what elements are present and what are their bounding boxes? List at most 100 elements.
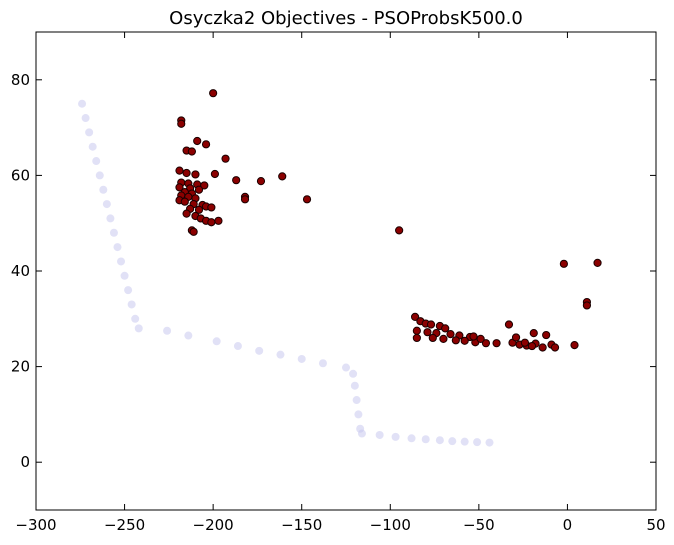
solution-point bbox=[180, 197, 189, 206]
solution-point bbox=[511, 333, 521, 342]
front-point bbox=[95, 171, 104, 180]
front-point bbox=[92, 157, 101, 166]
solution-point bbox=[428, 333, 437, 343]
front-point bbox=[435, 436, 444, 445]
front-point bbox=[375, 430, 384, 439]
front-point bbox=[276, 350, 285, 359]
solution-point bbox=[527, 341, 537, 351]
y-tick-label: 20 bbox=[11, 358, 30, 376]
x-tick-label: −300 bbox=[15, 516, 56, 534]
solution-point bbox=[426, 320, 436, 329]
solution-point bbox=[194, 185, 204, 194]
solution-point bbox=[460, 336, 469, 345]
x-tick-label: −100 bbox=[370, 516, 411, 534]
solution-point bbox=[550, 343, 560, 352]
solution-point bbox=[538, 343, 547, 352]
front-point bbox=[357, 429, 366, 438]
front-point bbox=[297, 354, 306, 363]
front-point bbox=[407, 434, 416, 443]
solutions-layer bbox=[175, 89, 602, 352]
solution-point bbox=[441, 324, 450, 333]
solution-point bbox=[529, 329, 538, 338]
solution-point bbox=[582, 301, 592, 310]
solution-point bbox=[191, 170, 200, 179]
front-point bbox=[485, 438, 494, 447]
front-point bbox=[124, 286, 133, 295]
solution-point bbox=[410, 312, 420, 321]
solution-point bbox=[570, 340, 579, 350]
solution-point bbox=[175, 183, 184, 192]
front-point bbox=[421, 435, 430, 444]
front-point bbox=[102, 200, 111, 209]
front-point bbox=[85, 128, 94, 137]
front-point bbox=[88, 142, 97, 151]
x-tick-label: −250 bbox=[104, 516, 145, 534]
solution-point bbox=[256, 177, 266, 186]
front-point bbox=[131, 314, 140, 323]
solution-point bbox=[520, 338, 530, 347]
x-tick-label: −200 bbox=[193, 516, 234, 534]
front-point bbox=[117, 257, 126, 266]
x-axis: −300 −250 −200 −150 −100 −50 0 50 bbox=[15, 32, 666, 534]
front-point bbox=[352, 396, 361, 405]
solution-point bbox=[446, 329, 455, 339]
front-point bbox=[350, 381, 359, 390]
front-point bbox=[106, 214, 115, 223]
solution-point bbox=[200, 181, 209, 190]
solution-point bbox=[177, 119, 186, 128]
y-tick-label: 60 bbox=[11, 166, 30, 184]
front-point bbox=[255, 346, 264, 355]
solution-point bbox=[240, 195, 250, 204]
front-point bbox=[473, 438, 482, 447]
solution-point bbox=[504, 320, 514, 329]
solution-point bbox=[232, 176, 241, 185]
x-tick-label: −50 bbox=[463, 516, 495, 534]
solution-point bbox=[423, 328, 432, 337]
y-tick-label: 80 bbox=[11, 71, 30, 89]
front-point bbox=[354, 410, 363, 419]
front-point bbox=[212, 337, 221, 346]
solution-point bbox=[412, 326, 421, 335]
solution-point bbox=[209, 89, 218, 98]
chart-title: Osyczka2 Objectives - PSOProbsK500.0 bbox=[169, 8, 523, 29]
solution-point bbox=[395, 226, 404, 235]
solution-point bbox=[559, 259, 568, 268]
solution-point bbox=[593, 258, 602, 267]
solution-point bbox=[210, 169, 220, 179]
front-point bbox=[78, 99, 87, 108]
x-tick-label: −150 bbox=[281, 516, 322, 534]
front-point bbox=[120, 271, 129, 280]
y-axis: 0 20 40 60 80 bbox=[11, 71, 656, 471]
solution-point bbox=[187, 147, 196, 156]
plot-frame bbox=[35, 31, 657, 511]
solution-point bbox=[481, 339, 491, 348]
front-point bbox=[134, 324, 143, 333]
solution-point bbox=[194, 205, 204, 214]
front-point bbox=[448, 437, 457, 446]
front-point bbox=[81, 114, 90, 123]
solution-point bbox=[412, 333, 421, 343]
front-point bbox=[318, 359, 327, 368]
front-point bbox=[109, 228, 118, 237]
solution-point bbox=[189, 227, 198, 236]
solution-point bbox=[214, 216, 223, 225]
solution-point bbox=[542, 330, 551, 340]
solution-point bbox=[492, 339, 501, 348]
solution-point bbox=[182, 209, 191, 218]
front-point bbox=[113, 243, 122, 252]
front-point bbox=[184, 331, 193, 340]
solution-point bbox=[221, 154, 230, 163]
solution-point bbox=[207, 203, 216, 212]
y-tick-label: 40 bbox=[11, 262, 30, 280]
solution-point bbox=[278, 172, 287, 181]
front-point bbox=[127, 300, 136, 309]
solution-point bbox=[302, 195, 312, 204]
solution-point bbox=[193, 136, 202, 146]
front-point bbox=[460, 437, 469, 446]
front-point bbox=[349, 369, 358, 378]
solution-point bbox=[182, 168, 191, 178]
solution-point bbox=[201, 140, 211, 149]
x-tick-label: 50 bbox=[646, 516, 665, 534]
front-point bbox=[163, 326, 172, 335]
